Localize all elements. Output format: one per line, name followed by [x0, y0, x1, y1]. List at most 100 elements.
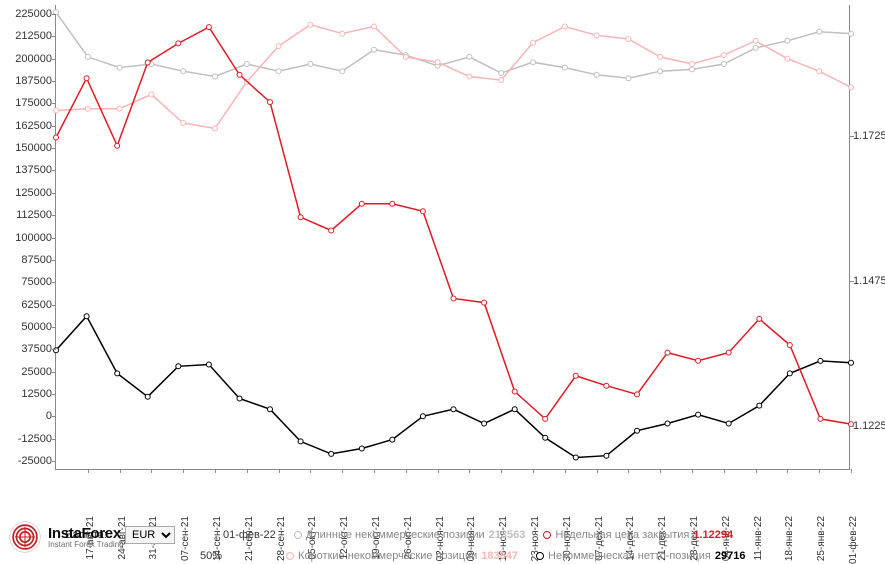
- y-tick-right: 1.1725: [853, 130, 885, 142]
- series-marker-short_nc: [594, 33, 599, 38]
- tick-mark-bottom: [469, 469, 470, 473]
- plot-area: -25000-125000125002500037500500006250075…: [55, 5, 850, 470]
- y-tick-left: 50000: [4, 321, 52, 333]
- series-marker-long_nc: [244, 62, 249, 67]
- series-marker-net_nc: [604, 453, 609, 458]
- series-marker-short_nc: [403, 54, 408, 59]
- legend-row-2: 50% Короткие некоммерческие позиции 1838…: [65, 550, 745, 562]
- y-tick-left: 0: [4, 410, 52, 422]
- series-marker-net_nc: [237, 396, 242, 401]
- chart-container: -25000-125000125002500037500500006250075…: [0, 0, 885, 562]
- tick-mark-bottom: [787, 469, 788, 473]
- y-tick-left: 125000: [4, 187, 52, 199]
- tick-mark-left: [52, 14, 56, 15]
- series-marker-net_nc: [543, 435, 548, 440]
- y-tick-left: -25000: [4, 455, 52, 467]
- tick-mark-left: [52, 81, 56, 82]
- tick-mark-left: [52, 103, 56, 104]
- series-marker-long_nc: [690, 67, 695, 72]
- series-marker-long_nc: [372, 47, 377, 52]
- y-tick-left: 187500: [4, 75, 52, 87]
- legend-date: 01-фев-22: [223, 529, 276, 541]
- watermark-sub: Instant Forex Trading: [48, 541, 124, 549]
- series-marker-long_nc: [626, 76, 631, 81]
- series-marker-net_nc: [206, 362, 211, 367]
- series-marker-short_nc: [181, 121, 186, 126]
- chart-lines-svg: [56, 5, 850, 469]
- legend-marker-short: [286, 552, 294, 560]
- tick-mark-bottom: [183, 469, 184, 473]
- legend-row-1: Валюта: EUR 01-фев-22 Длинные некоммерче…: [65, 526, 733, 544]
- tick-mark-bottom: [310, 469, 311, 473]
- series-marker-long_nc: [340, 69, 345, 74]
- series-marker-net_nc: [573, 455, 578, 460]
- series-marker-short_nc: [54, 108, 59, 113]
- series-marker-close_price: [145, 60, 150, 65]
- tick-mark-bottom: [851, 469, 852, 473]
- series-marker-close_price: [54, 135, 59, 140]
- tick-mark-left: [52, 148, 56, 149]
- series-marker-net_nc: [696, 412, 701, 417]
- legend-item-net-nc: Некоммерческая нетто-позиция 29716: [536, 550, 745, 562]
- tick-mark-bottom: [628, 469, 629, 473]
- series-marker-net_nc: [390, 437, 395, 442]
- series-marker-close_price: [482, 300, 487, 305]
- y-tick-left: 200000: [4, 53, 52, 65]
- y-tick-right: 1.1225: [853, 420, 885, 432]
- currency-select[interactable]: EUR: [125, 526, 175, 544]
- y-tick-left: 137500: [4, 164, 52, 176]
- tick-mark-bottom: [756, 469, 757, 473]
- series-marker-short_nc: [785, 56, 790, 61]
- series-marker-short_nc: [308, 22, 313, 27]
- series-marker-short_nc: [149, 92, 154, 97]
- tick-mark-bottom: [215, 469, 216, 473]
- tick-mark-bottom: [342, 469, 343, 473]
- series-marker-close_price: [206, 25, 211, 30]
- series-marker-long_nc: [753, 45, 758, 50]
- tick-mark-bottom: [374, 469, 375, 473]
- series-marker-net_nc: [298, 439, 303, 444]
- series-marker-net_nc: [145, 394, 150, 399]
- series-marker-close_price: [635, 392, 640, 397]
- tick-mark-bottom: [724, 469, 725, 473]
- tick-mark-bottom: [533, 469, 534, 473]
- series-marker-short_nc: [690, 62, 695, 67]
- series-marker-short_nc: [372, 24, 377, 29]
- tick-mark-left: [52, 349, 56, 350]
- tick-mark-left: [52, 170, 56, 171]
- series-marker-net_nc: [757, 403, 762, 408]
- legend-label-net: Некоммерческая нетто-позиция: [548, 550, 711, 562]
- tick-mark-right: [850, 281, 854, 282]
- y-tick-left: 37500: [4, 343, 52, 355]
- y-tick-left: 225000: [4, 8, 52, 20]
- series-marker-net_nc: [329, 451, 334, 456]
- tick-mark-bottom: [660, 469, 661, 473]
- tick-mark-bottom: [151, 469, 152, 473]
- series-marker-long_nc: [721, 62, 726, 67]
- tick-mark-left: [52, 126, 56, 127]
- series-marker-close_price: [787, 343, 792, 348]
- series-marker-long_nc: [817, 29, 822, 34]
- series-marker-short_nc: [658, 54, 663, 59]
- series-marker-close_price: [115, 143, 120, 148]
- series-line-close_price: [56, 27, 851, 424]
- series-marker-long_nc: [467, 54, 472, 59]
- tick-mark-bottom: [406, 469, 407, 473]
- series-marker-short_nc: [435, 60, 440, 65]
- tick-mark-left: [52, 36, 56, 37]
- legend-value-close: 1.12294: [693, 529, 733, 541]
- series-marker-net_nc: [818, 358, 823, 363]
- series-marker-close_price: [665, 350, 670, 355]
- series-marker-short_nc: [849, 85, 854, 90]
- series-marker-short_nc: [85, 106, 90, 111]
- tick-mark-bottom: [120, 469, 121, 473]
- series-marker-long_nc: [785, 38, 790, 43]
- series-marker-close_price: [176, 41, 181, 46]
- tick-mark-bottom: [279, 469, 280, 473]
- series-marker-net_nc: [849, 360, 854, 365]
- tick-mark-left: [52, 416, 56, 417]
- series-marker-net_nc: [359, 446, 364, 451]
- tick-mark-left: [52, 372, 56, 373]
- series-marker-net_nc: [115, 371, 120, 376]
- y-tick-left: 87500: [4, 254, 52, 266]
